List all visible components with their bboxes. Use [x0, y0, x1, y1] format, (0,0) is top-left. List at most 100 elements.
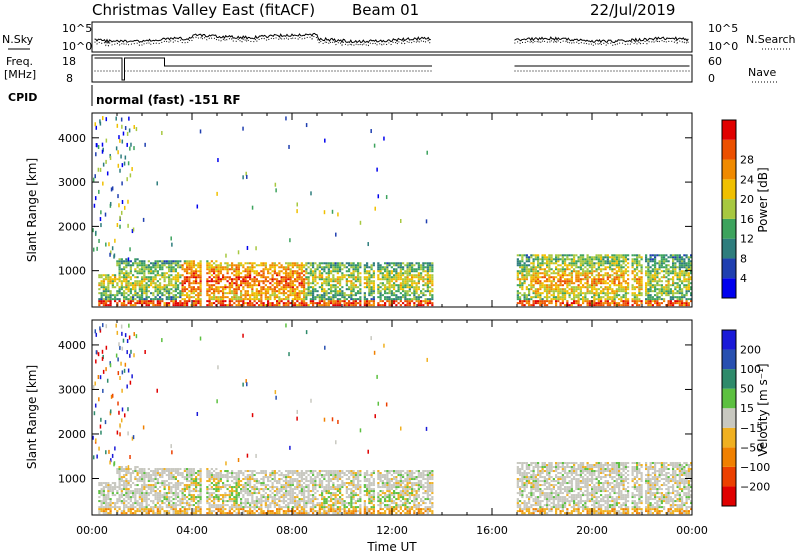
power-cell [138, 282, 141, 285]
velocity-cell [172, 504, 175, 507]
power-cell [341, 300, 344, 303]
power-cell [363, 292, 366, 295]
power-cell [606, 276, 609, 279]
velocity-cell [210, 506, 213, 509]
power-cell [120, 210, 123, 215]
power-cell [597, 256, 600, 259]
power-cell [172, 284, 175, 287]
power-cell [381, 300, 384, 303]
velocity-cell [210, 476, 213, 479]
power-cell [651, 304, 654, 307]
velocity-cell [213, 498, 216, 501]
power-cell [273, 270, 276, 273]
power-cell [647, 260, 650, 263]
velocity-cell [98, 484, 101, 487]
power-cell [121, 139, 124, 144]
noise-strip-frame [91, 21, 693, 53]
power-cell [379, 292, 382, 295]
power-cell [431, 294, 434, 297]
power-cell [417, 278, 420, 281]
power-cell [420, 304, 423, 307]
power-cell [327, 304, 330, 307]
power-cell [600, 300, 603, 303]
power-cell [591, 258, 594, 261]
velocity-cell [134, 470, 137, 473]
power-cell [226, 296, 229, 299]
power-cell [404, 298, 407, 301]
velocity-cell [199, 496, 202, 499]
power-cell [620, 286, 623, 289]
power-cell [208, 284, 211, 287]
velocity-cell [181, 472, 184, 475]
power-cell [402, 262, 405, 265]
power-cell [377, 302, 380, 305]
power-cell [363, 286, 366, 289]
velocity-cell [186, 468, 189, 471]
power-cell [242, 294, 245, 297]
power-cell [516, 270, 519, 273]
power-cell [388, 262, 391, 265]
power-cell [597, 268, 600, 271]
power-cell [138, 264, 141, 267]
power-cell [386, 282, 389, 285]
velocity-cell [98, 500, 101, 503]
velocity-cell [237, 494, 240, 497]
velocity-cell [138, 502, 141, 505]
power-cell [681, 290, 684, 293]
power-cell [159, 260, 162, 263]
power-cell [388, 264, 391, 267]
power-cell [539, 272, 542, 275]
velocity-cell [228, 472, 231, 475]
velocity-cell [170, 492, 173, 495]
power-cell [312, 304, 315, 307]
power-cell [624, 288, 627, 291]
power-cell [357, 274, 360, 277]
power-cell [113, 254, 115, 259]
power-cell [669, 292, 672, 295]
velocity-cell [132, 482, 135, 485]
power-cell [555, 282, 558, 285]
power-cell [107, 278, 110, 281]
velocity-cell [235, 486, 238, 489]
power-cell [579, 292, 582, 295]
power-cell [115, 116, 117, 121]
power-cell [334, 270, 337, 273]
power-cell [170, 266, 173, 269]
power-cell [289, 276, 292, 279]
power-cell [235, 284, 238, 287]
power-cell [570, 282, 573, 285]
power-cell [168, 294, 171, 297]
power-cell [170, 236, 172, 241]
power-cell [260, 294, 263, 297]
power-cell [539, 268, 542, 271]
power-cell [399, 298, 402, 301]
power-cell [300, 290, 303, 293]
power-cell [145, 292, 148, 295]
power-cell [541, 286, 544, 289]
power-cell [224, 288, 227, 291]
power-cell [170, 270, 173, 273]
velocity-cell [197, 472, 200, 475]
velocity-cell [237, 492, 240, 495]
power-cell [393, 286, 396, 289]
velocity-cell [165, 504, 168, 507]
power-cell [539, 262, 542, 265]
power-cell [168, 284, 171, 287]
power-cell [192, 274, 195, 277]
power-cell [105, 294, 108, 297]
power-cell [294, 262, 297, 265]
power-cell [609, 286, 612, 289]
power-cell [141, 300, 144, 303]
power-cell [269, 296, 272, 299]
power-cell [609, 280, 612, 283]
velocity-cell [172, 502, 175, 505]
power-cell [690, 268, 693, 271]
power-cell [174, 274, 177, 277]
power-cell [685, 288, 688, 291]
power-cell [222, 266, 225, 269]
power-cell [120, 262, 123, 265]
velocity-cell [118, 500, 121, 503]
power-cell [156, 272, 159, 275]
power-cell [586, 304, 589, 307]
power-cell [260, 288, 263, 291]
